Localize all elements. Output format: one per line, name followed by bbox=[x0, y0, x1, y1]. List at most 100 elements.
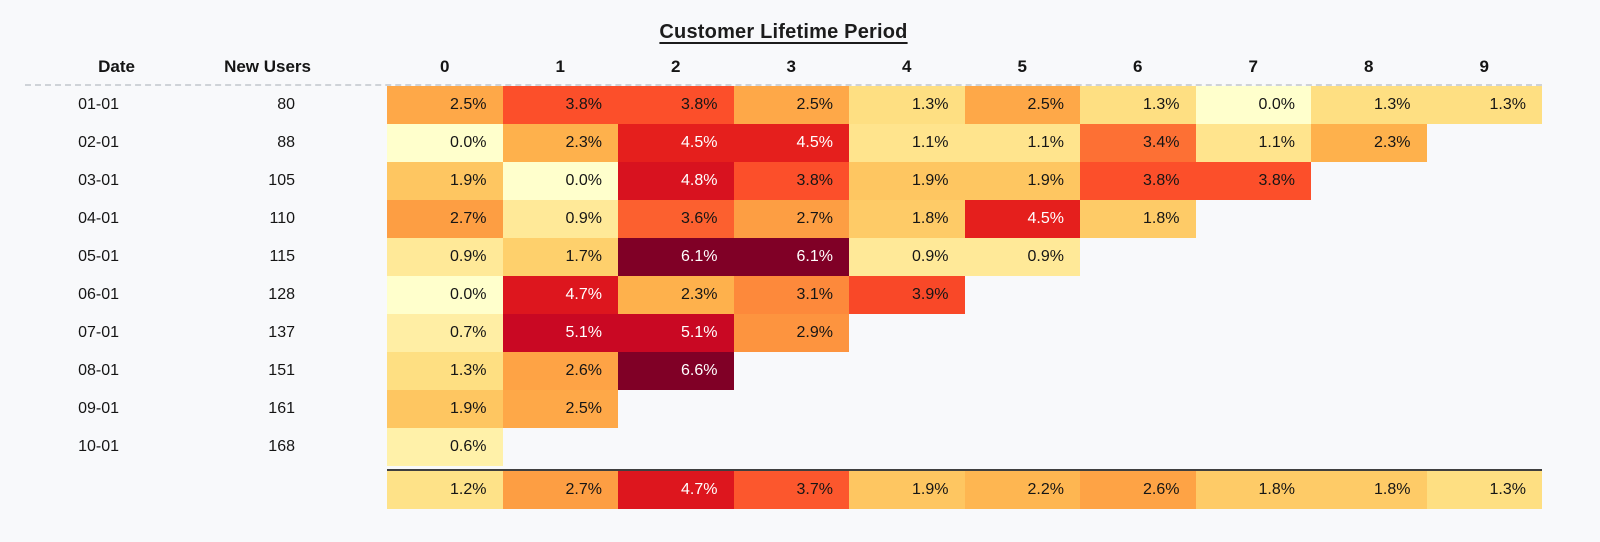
heatmap-cell: 4.5% bbox=[964, 200, 1080, 238]
heatmap-cell: 3.8% bbox=[733, 162, 849, 200]
row-gap bbox=[311, 162, 387, 200]
heatmap-cell: 5.1% bbox=[618, 314, 734, 352]
heatmap-row: 06-01 128 0.0% 4.7% 2.3% 3.1% 3.9% bbox=[25, 276, 1542, 314]
heatmap-cell: 4.7% bbox=[502, 276, 618, 314]
period-header: 4 bbox=[902, 57, 912, 76]
heatmap-cell: 1.1% bbox=[964, 124, 1080, 162]
heatmap-cell: 4.5% bbox=[733, 124, 849, 162]
summary-cell: 1.9% bbox=[849, 471, 965, 509]
period-header: 1 bbox=[555, 57, 565, 76]
date-cell: 08-01 bbox=[78, 362, 119, 379]
heatmap-cell: 0.9% bbox=[502, 200, 618, 238]
period-header: 2 bbox=[671, 57, 681, 76]
heatmap-cell: 1.3% bbox=[1311, 86, 1427, 124]
heatmap-cell: 1.3% bbox=[387, 352, 503, 390]
heatmap-cell: 6.6% bbox=[618, 352, 734, 390]
heatmap-cell: 2.5% bbox=[964, 86, 1080, 124]
heatmap-cell: 4.8% bbox=[618, 162, 734, 200]
heatmap-cell: 2.5% bbox=[387, 86, 503, 124]
heatmap-cell: 3.8% bbox=[618, 86, 734, 124]
summary-row: 1.2% 2.7% 4.7% 3.7% 1.9% 2.2% 2.6% 1.8% 1.8% 1.3% bbox=[25, 471, 1542, 509]
new-users-cell: 115 bbox=[269, 248, 295, 265]
summary-date-spacer bbox=[25, 471, 135, 509]
heatmap-cell: 0.9% bbox=[387, 238, 503, 276]
row-gap bbox=[311, 428, 387, 466]
heatmap-cell: 0.0% bbox=[502, 162, 618, 200]
heatmap-row: 01-01 80 2.5% 3.8% 3.8% 2.5% 1.3% 2.5% 1.3% 0.0% 1… bbox=[25, 86, 1542, 124]
new-users-cell: 80 bbox=[277, 96, 295, 113]
heatmap-cell: 0.0% bbox=[387, 124, 503, 162]
row-gap bbox=[311, 352, 387, 390]
summary-users-spacer bbox=[135, 471, 311, 509]
heatmap-cell: 0.9% bbox=[964, 238, 1080, 276]
heatmap-cell: 1.9% bbox=[387, 390, 503, 428]
new-users-cell: 110 bbox=[269, 210, 295, 227]
row-gap bbox=[311, 276, 387, 314]
date-cell: 04-01 bbox=[78, 210, 119, 227]
row-gap bbox=[311, 86, 387, 124]
heatmap-cell: 1.8% bbox=[849, 200, 965, 238]
heatmap-cell: 3.6% bbox=[618, 200, 734, 238]
new-users-cell: 88 bbox=[277, 134, 295, 151]
chart-title: Customer Lifetime Period bbox=[659, 21, 908, 43]
heatmap-cell: 3.4% bbox=[1080, 124, 1196, 162]
heatmap-rows: 01-01 80 2.5% 3.8% 3.8% 2.5% 1.3% 2.5% 1.3% 0.0% 1… bbox=[25, 86, 1542, 466]
header-row: Date New Users 0 1 2 3 4 5 6 7 8 9 bbox=[25, 50, 1542, 84]
new-users-column-header: New Users bbox=[224, 57, 311, 76]
heatmap-row: 08-01 151 1.3% 2.6% 6.6% bbox=[25, 352, 1542, 390]
row-gap bbox=[311, 390, 387, 428]
row-gap bbox=[311, 314, 387, 352]
summary-cell: 3.7% bbox=[733, 471, 849, 509]
heatmap-cell: 2.5% bbox=[733, 86, 849, 124]
heatmap-row: 10-01 168 0.6% bbox=[25, 428, 1542, 466]
heatmap-cell: 0.9% bbox=[849, 238, 965, 276]
summary-gap bbox=[311, 471, 387, 509]
summary-cell: 4.7% bbox=[618, 471, 734, 509]
period-header: 7 bbox=[1248, 57, 1258, 76]
new-users-cell: 161 bbox=[268, 400, 295, 417]
heatmap-row: 03-01 105 1.9% 0.0% 4.8% 3.8% 1.9% 1.9% 3.8% 3.8% bbox=[25, 162, 1542, 200]
period-header: 5 bbox=[1017, 57, 1027, 76]
summary-cell: 2.6% bbox=[1080, 471, 1196, 509]
date-cell: 06-01 bbox=[78, 286, 119, 303]
date-cell: 07-01 bbox=[78, 324, 119, 341]
heatmap-row: 04-01 110 2.7% 0.9% 3.6% 2.7% 1.8% 4.5% 1.8% bbox=[25, 200, 1542, 238]
heatmap-cell: 2.7% bbox=[733, 200, 849, 238]
header-divider-dashed bbox=[25, 84, 1542, 86]
heatmap-cell: 6.1% bbox=[618, 238, 734, 276]
heatmap-cell: 3.8% bbox=[1195, 162, 1311, 200]
heatmap-cell: 1.1% bbox=[849, 124, 965, 162]
heatmap-cell: 6.1% bbox=[733, 238, 849, 276]
heatmap-cell: 0.0% bbox=[387, 276, 503, 314]
new-users-cell: 105 bbox=[268, 172, 295, 189]
cohort-heatmap-chart: Customer Lifetime Period Date New Users … bbox=[25, 21, 1542, 509]
heatmap-cell: 3.1% bbox=[733, 276, 849, 314]
date-cell: 10-01 bbox=[78, 438, 119, 455]
heatmap-cell: 3.9% bbox=[849, 276, 965, 314]
new-users-cell: 137 bbox=[268, 324, 295, 341]
heatmap-cell: 1.9% bbox=[849, 162, 965, 200]
new-users-cell: 168 bbox=[268, 438, 295, 455]
heatmap-cell: 2.3% bbox=[618, 276, 734, 314]
new-users-cell: 151 bbox=[268, 362, 295, 379]
date-cell: 01-01 bbox=[78, 96, 119, 113]
heatmap-cell: 3.8% bbox=[1080, 162, 1196, 200]
date-cell: 03-01 bbox=[78, 172, 119, 189]
heatmap-cell: 1.9% bbox=[387, 162, 503, 200]
period-header: 8 bbox=[1364, 57, 1374, 76]
heatmap-cell: 1.3% bbox=[1426, 86, 1542, 124]
new-users-cell: 128 bbox=[268, 286, 295, 303]
summary-divider-line bbox=[387, 469, 1542, 471]
heatmap-cell: 2.7% bbox=[387, 200, 503, 238]
heatmap-cell: 1.3% bbox=[1080, 86, 1196, 124]
heatmap-cell: 5.1% bbox=[502, 314, 618, 352]
date-cell: 05-01 bbox=[78, 248, 119, 265]
row-gap bbox=[311, 238, 387, 276]
heatmap-cell: 2.5% bbox=[502, 390, 618, 428]
row-gap bbox=[311, 200, 387, 238]
heatmap-cell: 3.8% bbox=[502, 86, 618, 124]
date-cell: 02-01 bbox=[78, 134, 119, 151]
summary-cell: 2.2% bbox=[964, 471, 1080, 509]
heatmap-cell: 2.9% bbox=[733, 314, 849, 352]
heatmap-cell: 1.7% bbox=[502, 238, 618, 276]
